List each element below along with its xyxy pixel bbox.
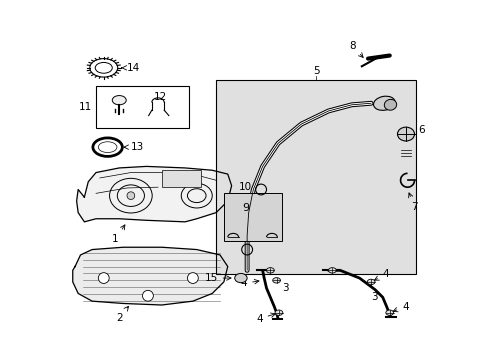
Ellipse shape bbox=[95, 62, 112, 73]
Bar bbox=[216, 80, 415, 274]
Circle shape bbox=[142, 291, 153, 301]
Text: 1: 1 bbox=[112, 225, 124, 244]
Ellipse shape bbox=[112, 95, 126, 105]
Text: 4: 4 bbox=[240, 278, 259, 288]
Bar bbox=[162, 170, 200, 187]
Text: 8: 8 bbox=[348, 41, 363, 58]
Circle shape bbox=[98, 273, 109, 283]
Ellipse shape bbox=[234, 274, 246, 283]
Ellipse shape bbox=[397, 127, 414, 141]
Text: 5: 5 bbox=[312, 66, 319, 76]
Text: 11: 11 bbox=[79, 102, 92, 112]
Text: 13: 13 bbox=[124, 142, 144, 152]
Ellipse shape bbox=[366, 279, 374, 285]
Text: 3: 3 bbox=[370, 292, 377, 302]
Text: 4: 4 bbox=[374, 269, 388, 280]
Ellipse shape bbox=[274, 310, 282, 315]
Bar bbox=[96, 86, 189, 128]
Polygon shape bbox=[73, 247, 227, 305]
Circle shape bbox=[187, 273, 198, 283]
Ellipse shape bbox=[98, 142, 117, 153]
Text: 10: 10 bbox=[239, 182, 252, 192]
Ellipse shape bbox=[384, 99, 396, 110]
Text: 7: 7 bbox=[408, 193, 417, 212]
Text: 3: 3 bbox=[282, 283, 288, 293]
Text: 14: 14 bbox=[121, 63, 140, 73]
Text: 15: 15 bbox=[204, 273, 230, 283]
Text: 6: 6 bbox=[418, 125, 424, 135]
Text: 2: 2 bbox=[116, 306, 128, 323]
Ellipse shape bbox=[373, 96, 394, 110]
Ellipse shape bbox=[328, 267, 336, 273]
Ellipse shape bbox=[385, 310, 393, 315]
Text: 9: 9 bbox=[242, 203, 248, 213]
Ellipse shape bbox=[272, 278, 280, 283]
Circle shape bbox=[127, 192, 135, 199]
Text: 4: 4 bbox=[256, 313, 275, 324]
Polygon shape bbox=[77, 166, 231, 222]
Ellipse shape bbox=[266, 267, 274, 273]
Text: 12: 12 bbox=[154, 92, 167, 102]
Text: 4: 4 bbox=[392, 302, 408, 312]
Bar bbox=[224, 193, 282, 241]
